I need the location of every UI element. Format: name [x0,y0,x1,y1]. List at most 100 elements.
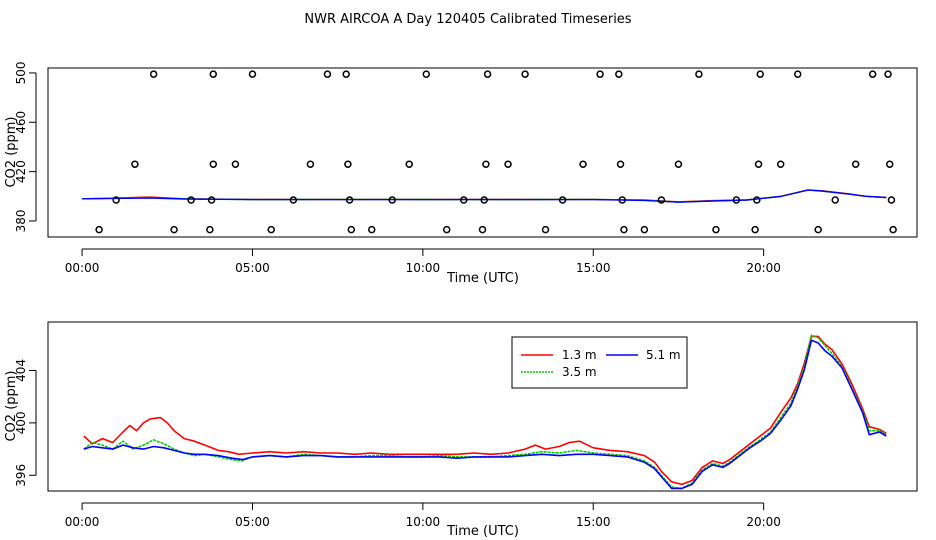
data-point [695,70,703,78]
data-point [344,160,352,168]
data-point [187,196,195,204]
bottom-y-tick-label: 400 [14,411,28,434]
bottom-series-1-3-m [83,335,887,486]
top-y-axis-label: CO2 (ppm) [4,116,19,187]
data-point [776,160,785,168]
top-x-tick-label: 20:00 [746,261,781,275]
data-point [618,196,626,204]
top-x-tick-label: 00:00 [65,261,100,275]
data-point [732,196,741,204]
data-point [831,196,839,204]
bottom-x-tick-label: 05:00 [235,515,270,529]
bottom-x-axis-label: Time (UTC) [446,524,519,539]
data-point [170,225,178,234]
data-point [620,225,628,234]
legend-label-3-5m: 3.5 m [562,365,597,379]
data-point [814,225,822,234]
data-point [868,70,877,78]
bottom-x-tick-label: 15:00 [576,515,611,529]
data-point [460,196,468,204]
data-point [889,225,897,234]
top-x-axis: 00:00 05:00 10:00 15:00 20:00 [65,248,781,275]
bottom-x-axis: 00:00 05:00 10:00 15:00 20:00 [65,502,781,529]
bottom-y-tick-label: 396 [14,464,28,487]
top-points-layer [95,70,897,234]
data-point [289,196,298,204]
data-point [579,160,587,168]
data-point [209,70,218,78]
data-point [478,225,487,234]
top-x-tick-label: 15:00 [576,261,611,275]
data-point [640,225,649,234]
data-point [405,160,413,168]
bottom-series-5-1-m [83,339,887,490]
legend-label-1-3m: 1.3 m [562,348,597,362]
data-point [615,70,623,78]
data-point [342,70,350,78]
data-point [753,196,761,204]
data-point [131,160,139,168]
data-point [480,196,488,204]
data-point [541,225,550,234]
data-point [483,70,492,78]
data-point [884,70,892,78]
data-point [267,225,275,234]
top-y-tick-label: 460 [14,111,28,134]
top-y-tick-label: 500 [14,61,28,84]
data-point [558,196,567,204]
data-point [367,225,376,234]
data-point [756,70,764,78]
bottom-panel: 00:00 05:00 10:00 15:00 20:00 396 400 404 Time… [4,321,918,539]
top-panel: 00:00 05:00 10:00 15:00 20:00 380 420 460 500 T… [4,61,918,286]
data-point [345,196,354,204]
data-point [674,160,683,168]
data-point [596,70,604,78]
data-point [206,225,214,234]
data-point [887,196,896,204]
data-point [207,196,216,204]
top-series-layer [82,189,887,203]
bottom-y-tick-label: 404 [14,359,28,382]
bottom-y-axis-label: CO2 (ppm) [4,370,19,441]
data-point [388,196,396,204]
legend-label-5-1m: 5.1 m [646,348,681,362]
data-point [442,225,451,234]
data-point [751,225,759,234]
bottom-y-axis: 396 400 404 [14,359,37,487]
bottom-x-tick-label: 00:00 [65,515,100,529]
data-point [504,160,512,168]
data-point [616,160,625,168]
top-x-tick-label: 05:00 [235,261,270,275]
top-plot-frame [47,67,918,238]
data-point [306,160,315,168]
top-y-axis: 380 420 460 500 [14,61,37,233]
data-point [248,70,257,78]
bottom-plot-frame [47,321,918,492]
bottom-x-tick-label: 10:00 [406,515,441,529]
top-series-5-1-m [82,189,887,203]
data-point [482,160,490,168]
top-x-axis-label: Time (UTC) [446,271,519,286]
data-point [657,196,666,204]
data-point [754,160,763,168]
data-point [95,225,103,234]
top-x-tick-label: 10:00 [406,261,441,275]
data-point [149,70,158,78]
data-point [793,70,802,78]
data-point [521,70,529,78]
bottom-x-tick-label: 20:00 [746,515,781,529]
legend: 1.3 m 5.1 m 3.5 m [511,336,688,389]
bottom-series-3-5-m [83,334,887,490]
top-y-tick-label: 380 [14,210,28,233]
top-y-tick-label: 420 [14,160,28,183]
data-point [851,160,860,168]
data-point [347,225,356,234]
data-point [323,70,332,78]
data-point [885,160,894,168]
bottom-series-layer [83,334,887,490]
data-point [422,70,431,78]
data-point [231,160,240,168]
chart-title: NWR AIRCOA A Day 120405 Calibrated Times… [304,12,631,27]
data-point [712,225,720,234]
